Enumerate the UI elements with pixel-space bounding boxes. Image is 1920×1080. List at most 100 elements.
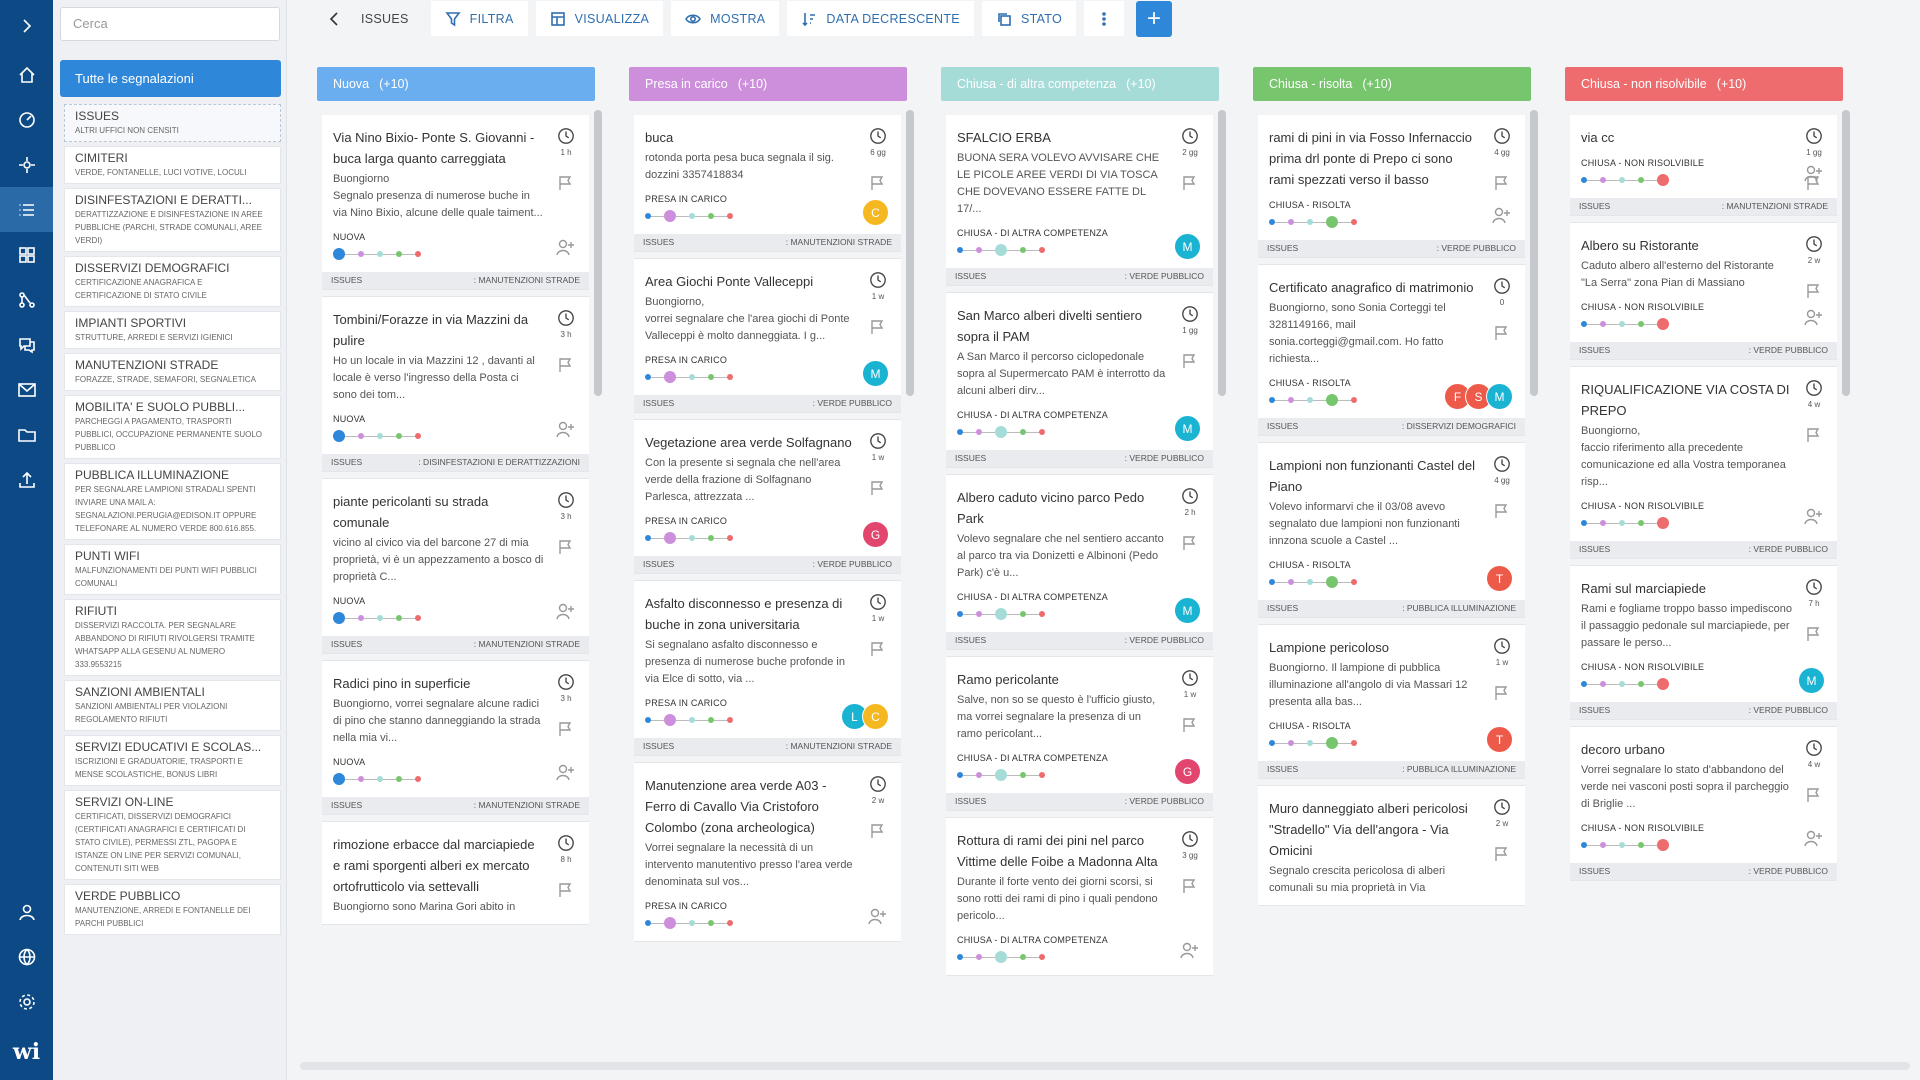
search-input[interactable]: Cerca — [60, 7, 280, 41]
flag-button[interactable] — [557, 175, 573, 196]
flag-button[interactable] — [869, 641, 885, 662]
issue-card[interactable]: Certificato anagrafico di matrimonio Buon… — [1258, 265, 1525, 435]
assign-user-button[interactable] — [1803, 307, 1823, 332]
column-header[interactable]: Chiusa - non risolvibile (+10) — [1565, 67, 1843, 101]
flag-button[interactable] — [1493, 325, 1509, 346]
flag-button[interactable] — [557, 357, 573, 378]
category-item[interactable]: SERVIZI ON-LINE CERTIFICATI, DISSERVIZI D… — [64, 790, 281, 880]
column-scrollbar[interactable] — [906, 110, 914, 396]
issue-card[interactable]: Tombini/Forazze in via Mazzini da pulire… — [322, 297, 589, 471]
column-header[interactable]: Chiusa - di altra competenza (+10) — [941, 67, 1219, 101]
avatar[interactable]: C — [862, 199, 889, 226]
category-item[interactable]: VERDE PUBBLICO MANUTENZIONE, ARREDI E FON… — [64, 884, 281, 935]
issue-card[interactable]: Vegetazione area verde Solfagnano Con la … — [634, 420, 901, 573]
issue-card[interactable]: piante pericolanti su strada comunale vic… — [322, 479, 589, 653]
assign-user-button[interactable] — [555, 601, 575, 626]
all-reports-button[interactable]: Tutte le segnalazioni — [60, 60, 281, 97]
flag-button[interactable] — [557, 882, 573, 903]
assign-user-button[interactable] — [1803, 828, 1823, 853]
category-item[interactable]: PUNTI WIFI MALFUNZIONAMENTI DEI PUNTI WIF… — [64, 544, 281, 595]
flag-button[interactable] — [557, 721, 573, 742]
nav-item-mail[interactable] — [0, 367, 53, 412]
flag-button[interactable] — [1805, 787, 1821, 808]
issue-card[interactable]: Muro danneggiato alberi pericolosi "Stra… — [1258, 786, 1525, 905]
nav-item-expand[interactable] — [0, 0, 53, 52]
nav-item-upload[interactable] — [0, 457, 53, 502]
back-button[interactable]: ISSUES — [287, 1, 423, 36]
issue-card[interactable]: RIQUALIFICAZIONE VIA COSTA DI PREPO Buong… — [1570, 367, 1837, 558]
issue-card[interactable]: Lampione pericoloso Buongiorno. Il lampio… — [1258, 625, 1525, 778]
nav-item-user[interactable] — [0, 889, 53, 934]
column-scrollbar[interactable] — [1530, 110, 1538, 396]
avatar[interactable]: M — [862, 360, 889, 387]
issue-card[interactable]: Via Nino Bixio- Ponte S. Giovanni - buca… — [322, 115, 589, 289]
nav-item-issues-list[interactable] — [0, 187, 53, 232]
issue-card[interactable]: Albero caduto vicino parco Pedo Park Vole… — [946, 475, 1213, 649]
flag-button[interactable] — [869, 175, 885, 196]
add-report-button[interactable]: + — [1136, 0, 1173, 37]
avatar[interactable]: M — [1486, 383, 1513, 410]
category-item[interactable]: MOBILITA' E SUOLO PUBBLI... PARCHEGGI A P… — [64, 395, 281, 459]
issue-card[interactable]: Ramo pericolante Salve, non so se questo … — [946, 657, 1213, 810]
issue-card[interactable]: Albero su Ristorante Caduto albero all'es… — [1570, 223, 1837, 359]
column-header[interactable]: Nuova (+10) — [317, 67, 595, 101]
category-item[interactable]: CIMITERI VERDE, FONTANELLE, LUCI VOTIVE, … — [64, 146, 281, 184]
issue-card[interactable]: Manutenzione area verde A03 - Ferro di C… — [634, 763, 901, 941]
issue-card[interactable]: San Marco alberi divelti sentiero sopra … — [946, 293, 1213, 467]
nav-item-folder[interactable] — [0, 412, 53, 457]
flag-button[interactable] — [1805, 427, 1821, 448]
flag-button[interactable] — [1493, 175, 1509, 196]
flag-button[interactable] — [1181, 717, 1197, 738]
issue-card[interactable]: Rami sul marciapiede Rami e fogliame trop… — [1570, 566, 1837, 719]
assign-user-button[interactable] — [1803, 163, 1823, 188]
issue-card[interactable]: rimozione erbacce dal marciapiede e rami… — [322, 822, 589, 924]
flag-button[interactable] — [1181, 535, 1197, 556]
avatar[interactable]: M — [1798, 667, 1825, 694]
category-item[interactable]: RIFIUTI DISSERVIZI RACCOLTA. PER SEGNALAR… — [64, 599, 281, 676]
nav-item-grid[interactable] — [0, 232, 53, 277]
state-button[interactable]: STATO — [981, 1, 1077, 36]
avatar[interactable]: T — [1486, 726, 1513, 753]
avatar[interactable]: M — [1174, 597, 1201, 624]
avatar[interactable]: M — [1174, 233, 1201, 260]
category-item[interactable]: SANZIONI AMBIENTALI SANZIONI AMBIENTALI P… — [64, 680, 281, 731]
horizontal-scrollbar[interactable] — [300, 1062, 1910, 1070]
avatar[interactable]: G — [862, 521, 889, 548]
flag-button[interactable] — [1181, 353, 1197, 374]
assign-user-button[interactable] — [555, 237, 575, 262]
issue-card[interactable]: SFALCIO ERBA BUONA SERA VOLEVO AVVISARE C… — [946, 115, 1213, 285]
column-scrollbar[interactable] — [594, 110, 602, 396]
flag-button[interactable] — [1181, 175, 1197, 196]
assign-user-button[interactable] — [555, 762, 575, 787]
nav-item-workflow[interactable] — [0, 277, 53, 322]
column-scrollbar[interactable] — [1218, 110, 1226, 396]
avatar[interactable]: T — [1486, 565, 1513, 592]
avatar[interactable]: M — [1174, 415, 1201, 442]
issue-card[interactable]: Rottura di rami dei pini nel parco Vitti… — [946, 818, 1213, 975]
category-item[interactable]: MANUTENZIONI STRADE FORAZZE, STRADE, SEMA… — [64, 353, 281, 391]
category-item[interactable]: ISSUES ALTRI UFFICI NON CENSITI — [64, 104, 281, 142]
assign-user-button[interactable] — [555, 419, 575, 444]
show-button[interactable]: MOSTRA — [671, 1, 780, 36]
flag-button[interactable] — [869, 480, 885, 501]
flag-button[interactable] — [1493, 685, 1509, 706]
category-item[interactable]: DISINFESTAZIONI E DERATTI... DERATTIZZAZI… — [64, 188, 281, 252]
avatar[interactable]: S — [1465, 383, 1492, 410]
view-button[interactable]: VISUALIZZA — [535, 1, 664, 36]
nav-item-dashboard[interactable] — [0, 97, 53, 142]
issue-card[interactable]: Area Giochi Ponte Valleceppi Buongiorno, … — [634, 259, 901, 412]
flag-button[interactable] — [1181, 878, 1197, 899]
assign-user-button[interactable] — [867, 906, 887, 931]
assign-user-button[interactable] — [1491, 205, 1511, 230]
issue-card[interactable]: decoro urbano Vorrei segnalare lo stato d… — [1570, 727, 1837, 880]
issue-card[interactable]: rami di pini in via Fosso Infernaccio pr… — [1258, 115, 1525, 257]
category-item[interactable]: DISSERVIZI DEMOGRAFICI CERTIFICAZIONE ANA… — [64, 256, 281, 307]
filter-button[interactable]: FILTRA — [430, 1, 528, 36]
flag-button[interactable] — [557, 539, 573, 560]
column-scrollbar[interactable] — [1842, 110, 1850, 396]
issue-card[interactable]: Lampioni non funzionanti Castel del Pian… — [1258, 443, 1525, 617]
nav-item-globe[interactable] — [0, 934, 53, 979]
flag-button[interactable] — [869, 823, 885, 844]
more-button[interactable] — [1084, 1, 1125, 36]
flag-button[interactable] — [1805, 283, 1821, 304]
